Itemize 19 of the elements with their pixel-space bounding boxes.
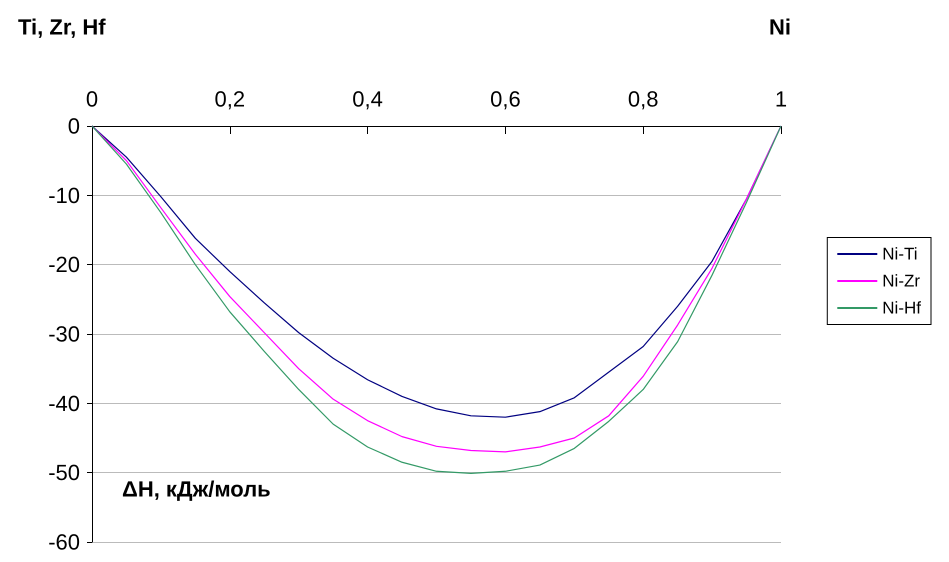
- x-tick-label: 0: [86, 86, 98, 112]
- x-tick-label: 0,4: [352, 86, 383, 112]
- x-tick-label: 0,2: [214, 86, 246, 112]
- legend-label: Ni-Ti: [882, 244, 918, 264]
- y-axis-title: ΔH, кДж/моль: [122, 476, 271, 502]
- text: Ti, Zr, Hf: [18, 14, 106, 40]
- legend-label: Ni-Hf: [882, 298, 922, 318]
- y-tick-label: -40: [48, 390, 80, 416]
- x-tick-label: 0,6: [490, 86, 521, 112]
- y-tick-label: -10: [48, 182, 80, 208]
- y-tick-label: -60: [48, 530, 80, 554]
- y-tick-label: -30: [48, 322, 80, 346]
- y-tick-label: -20: [48, 252, 80, 278]
- y-tick-label: 0: [68, 114, 80, 138]
- y-tick-label: -50: [48, 460, 80, 486]
- x-tick-label: 1: [774, 86, 788, 112]
- legend-label: Ni-Zr: [882, 272, 920, 290]
- x-tick-label: 0,8: [628, 86, 658, 112]
- text: Ni: [769, 14, 791, 40]
